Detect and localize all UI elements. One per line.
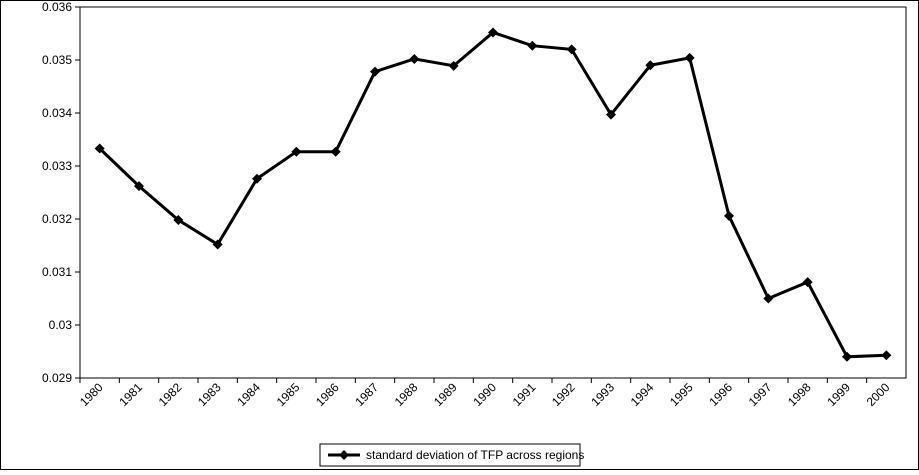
marker — [448, 60, 459, 71]
marker — [330, 146, 341, 157]
y-tick-label: 0.035 — [42, 53, 72, 67]
marker — [606, 109, 616, 120]
marker — [370, 66, 380, 77]
marker — [802, 277, 813, 288]
marker — [684, 52, 695, 63]
marker — [724, 210, 734, 221]
marker — [94, 143, 105, 154]
marker — [566, 44, 577, 55]
y-tick-label: 0.029 — [42, 371, 72, 385]
y-tick-label: 0.03 — [49, 318, 73, 332]
marker — [842, 351, 852, 362]
marker — [252, 173, 262, 184]
legend-box — [319, 443, 581, 467]
marker — [881, 350, 892, 361]
y-tick-label: 0.032 — [42, 212, 72, 226]
y-tick-label: 0.031 — [42, 265, 72, 279]
legend-label: standard deviation of TFP across regions — [366, 448, 584, 462]
y-tick-label: 0.034 — [42, 106, 72, 120]
y-tick-label: 0.033 — [42, 159, 72, 173]
marker — [409, 53, 420, 64]
marker — [134, 181, 144, 192]
marker — [173, 215, 184, 226]
y-tick-label: 0.036 — [42, 0, 72, 14]
marker — [527, 40, 538, 51]
legend-marker — [339, 450, 349, 460]
marker — [212, 239, 223, 250]
plot-area — [79, 6, 907, 379]
marker — [291, 146, 302, 157]
marker — [645, 60, 656, 71]
marker — [488, 27, 498, 38]
marker — [763, 293, 774, 304]
